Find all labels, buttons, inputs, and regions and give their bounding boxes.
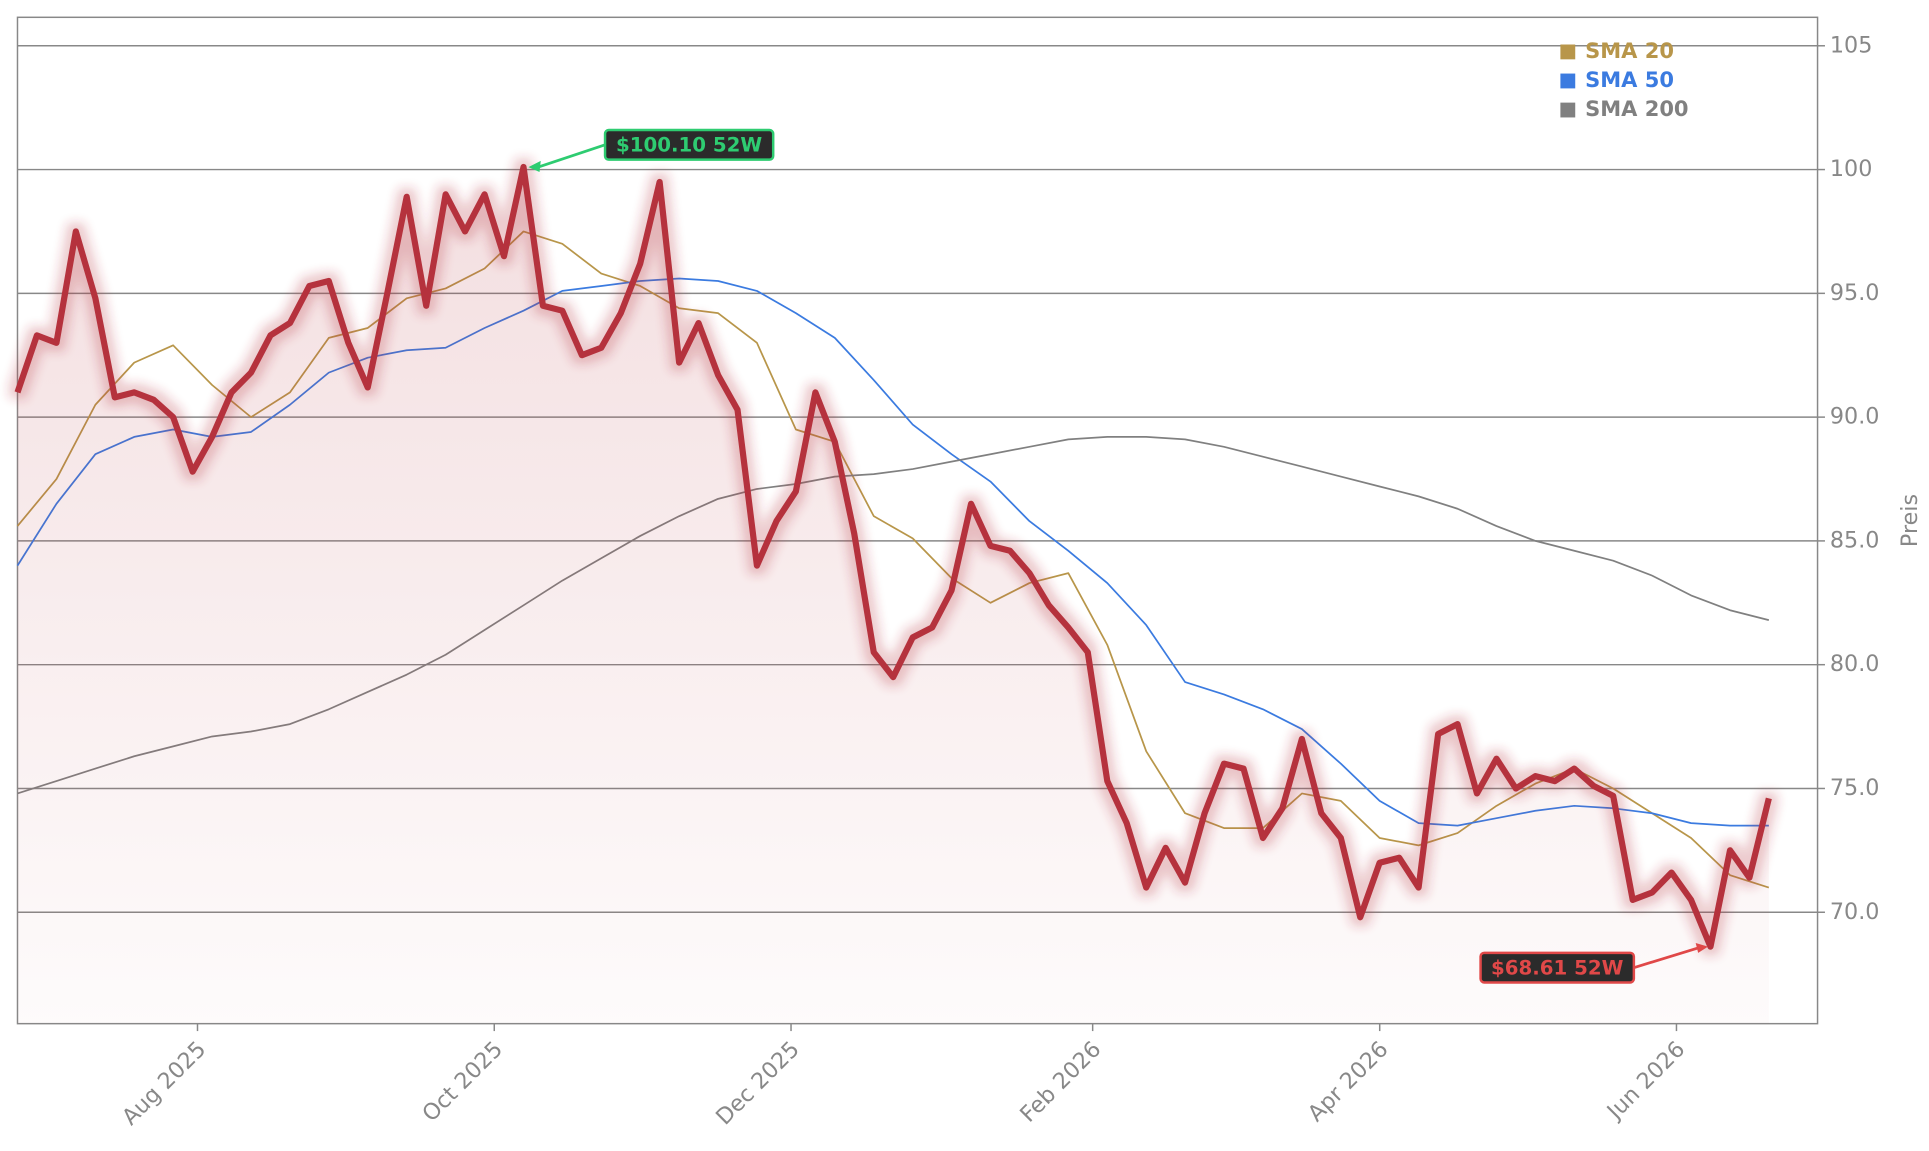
- annotation-arrow: [537, 143, 606, 169]
- y-tick-label: 85.0: [1830, 527, 1880, 553]
- legend-swatch: [1560, 73, 1576, 89]
- legend-label: SMA 200: [1585, 96, 1688, 121]
- price-line: [14, 163, 1772, 950]
- y-tick-label: 100: [1830, 156, 1872, 182]
- x-tick-label: Aug 2025: [117, 1036, 211, 1130]
- x-tick-label: Oct 2025: [417, 1036, 508, 1127]
- legend-label: SMA 50: [1585, 67, 1674, 92]
- legend-swatch: [1560, 102, 1576, 118]
- legend-label: SMA 20: [1585, 38, 1674, 63]
- x-tick-label: Apr 2026: [1303, 1036, 1394, 1127]
- x-tick-label: Dec 2025: [711, 1036, 805, 1130]
- annotation-arrow: [1633, 946, 1699, 969]
- price-area: [17, 167, 1769, 1024]
- y-axis-label: Preis: [1897, 494, 1923, 547]
- x-tick-label: Jun 2026: [1601, 1036, 1690, 1125]
- y-tick-label: 95.0: [1830, 280, 1880, 306]
- y-tick-label: 90.0: [1830, 404, 1880, 430]
- y-tick-label: 75.0: [1830, 775, 1880, 801]
- annotation-box: [603, 128, 775, 161]
- annotation-text: $100.10 52W: [616, 134, 762, 157]
- legend-swatch: [1560, 44, 1576, 60]
- annotation-arrowhead: [528, 160, 541, 173]
- y-tick-label: 80.0: [1830, 651, 1880, 677]
- y-tick-label: 70.0: [1830, 899, 1880, 925]
- annotation-arrowhead: [1695, 942, 1709, 953]
- x-tick-label: Feb 2026: [1015, 1036, 1106, 1127]
- annotation-box: [1479, 951, 1636, 984]
- annotation-text: $68.61 52W: [1491, 956, 1624, 979]
- y-tick-label: 105: [1830, 32, 1872, 58]
